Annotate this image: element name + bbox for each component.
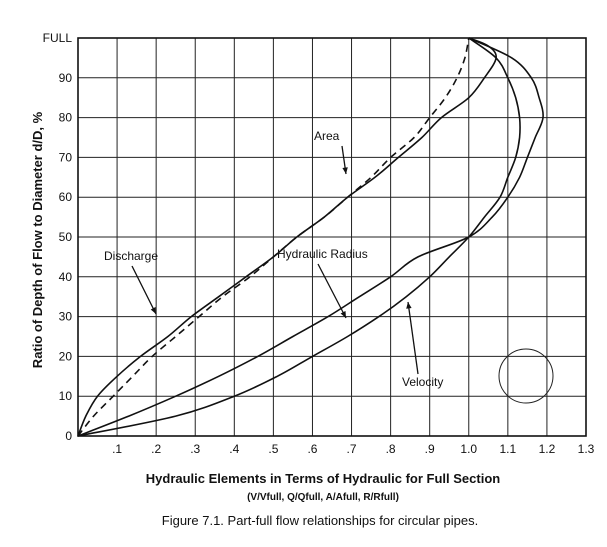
- x-tick-label: 1.2: [539, 442, 556, 456]
- series-velocity-line: [77, 37, 521, 437]
- x-tick-label: .8: [386, 442, 396, 456]
- x-tick-label: 1.1: [500, 442, 517, 456]
- circle-mark: [498, 348, 554, 404]
- x-tick-label: .6: [307, 442, 317, 456]
- y-tick-label: 60: [59, 190, 73, 204]
- series-area-line: [77, 37, 470, 437]
- x-tick-label: .1: [112, 442, 122, 456]
- y-tick-label: 70: [59, 150, 73, 164]
- x-tick-label: .9: [425, 442, 435, 456]
- leader-velocity: [407, 301, 419, 375]
- x-tick-label: .7: [347, 442, 357, 456]
- x-axis-subtitle: (V/Vfull, Q/Qfull, A/Afull, R/Rfull): [247, 492, 399, 503]
- y-tick-label: 30: [59, 310, 73, 324]
- annotation-area: Area: [314, 129, 340, 143]
- x-tick-label: .2: [151, 442, 161, 456]
- y-tick-label: 10: [59, 389, 73, 403]
- arrowhead-velocity: [406, 302, 412, 309]
- figure-caption: Figure 7.1. Part-full flow relationships…: [162, 513, 478, 528]
- x-tick-label: 1.3: [578, 442, 595, 456]
- y-tick-label: 90: [59, 71, 73, 85]
- x-tick-label: 1.0: [460, 442, 477, 456]
- y-tick-label: 0: [65, 429, 72, 443]
- leader-discharge: [131, 265, 157, 315]
- annotation-velocity: Velocity: [402, 375, 443, 389]
- y-tick-label: FULL: [43, 31, 73, 45]
- annotation-layer: Area Discharge Hydraulic Radius Velocity: [104, 129, 443, 389]
- arrowhead-area: [342, 167, 348, 174]
- y-tick-label: 80: [59, 111, 73, 125]
- y-axis-title: Ratio of Depth of Flow to Diameter d/D, …: [30, 111, 45, 368]
- grid-layer: [78, 38, 586, 436]
- y-tick-label: 40: [59, 270, 73, 284]
- y-tick-label: 20: [59, 349, 73, 363]
- leader-hydraulic-radius: [317, 263, 347, 319]
- x-tick-label: .3: [190, 442, 200, 456]
- x-tick-label: .4: [229, 442, 239, 456]
- curve-layer: [77, 37, 544, 437]
- arrowhead-hydraulic-radius: [340, 311, 346, 318]
- annotation-discharge: Discharge: [104, 249, 158, 263]
- plot-frame: [77, 37, 587, 437]
- arrowhead-discharge: [150, 307, 156, 314]
- tick-labels: .1 .2 .3 .4 .5 .6 .7 .8 .9 1.0 1.1 1.2 1.3 0 10 20 30 40 5…: [43, 31, 595, 456]
- x-tick-label: .5: [268, 442, 278, 456]
- annotation-hydraulic-radius: Hydraulic Radius: [277, 247, 368, 261]
- x-axis-title: Hydraulic Elements in Terms of Hydraulic…: [146, 471, 501, 486]
- y-tick-label: 50: [59, 230, 73, 244]
